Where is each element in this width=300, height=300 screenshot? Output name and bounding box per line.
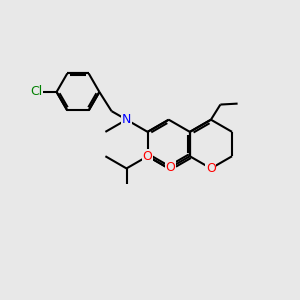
Text: Cl: Cl [31,85,43,98]
Text: O: O [143,150,152,163]
Text: O: O [206,162,216,175]
Text: O: O [166,161,176,174]
Text: N: N [122,113,131,126]
